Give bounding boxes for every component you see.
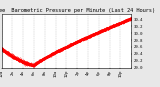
Title: Milwaukee  Barometric Pressure per Minute (Last 24 Hours): Milwaukee Barometric Pressure per Minute… (0, 8, 156, 13)
